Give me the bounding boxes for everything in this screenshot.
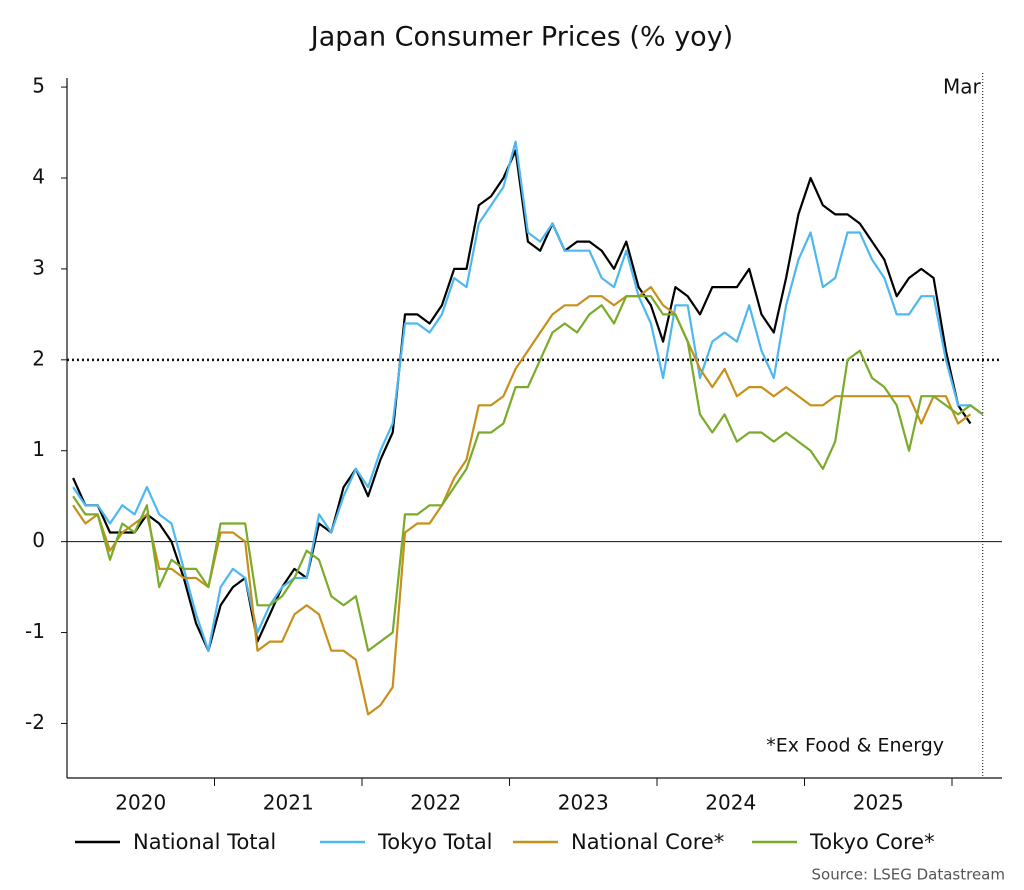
x-tick-label: 2020 (115, 791, 166, 815)
series-line (72, 295, 984, 652)
series-line (72, 149, 972, 652)
latest-label: Mar (943, 75, 982, 99)
y-tick-label: -2 (25, 710, 45, 734)
y-tick-label: 4 (32, 165, 45, 189)
x-tick-label: 2025 (853, 791, 904, 815)
x-tick-label: 2021 (263, 791, 314, 815)
y-tick-label: 1 (32, 437, 45, 461)
legend-label: Tokyo Core* (809, 830, 935, 854)
x-tick-label: 2022 (410, 791, 461, 815)
x-tick-label: 2024 (705, 791, 756, 815)
legend-label: National Core* (571, 830, 724, 854)
y-tick-label: 2 (32, 346, 45, 370)
chart-title: Japan Consumer Prices (% yoy) (309, 22, 733, 53)
annotation: *Ex Food & Energy (766, 735, 944, 757)
legend-label: National Total (133, 830, 276, 854)
x-tick-label: 2023 (558, 791, 609, 815)
series-line (72, 140, 984, 652)
legend-label: Tokyo Total (377, 830, 493, 854)
y-tick-label: -1 (25, 619, 45, 643)
source: Source: LSEG Datastream (812, 866, 1005, 884)
y-tick-label: 5 (32, 74, 45, 98)
y-tick-label: 0 (32, 528, 45, 552)
y-tick-label: 3 (32, 255, 45, 279)
series-line (72, 286, 972, 716)
